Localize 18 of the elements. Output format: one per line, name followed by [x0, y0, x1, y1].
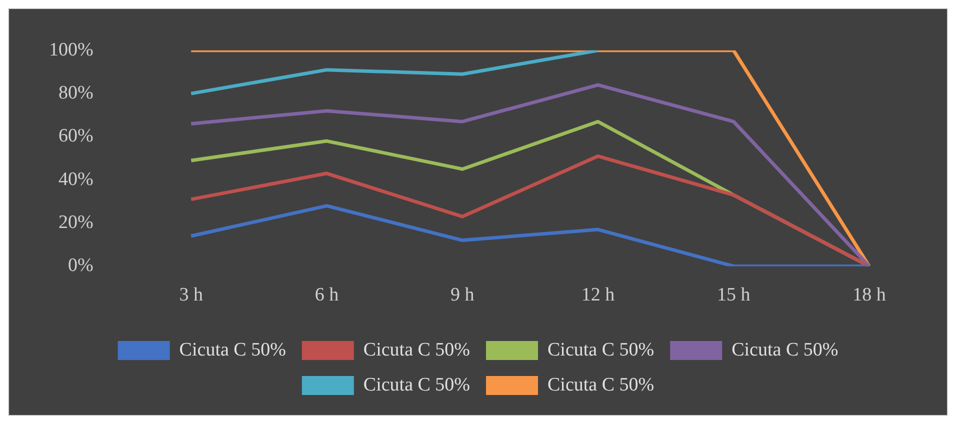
- x-tick-label: 9 h: [450, 284, 475, 306]
- x-tick-label: 3 h: [179, 284, 204, 306]
- y-tick-label: 100%: [49, 39, 94, 60]
- y-tick-label: 0%: [68, 255, 94, 276]
- x-tick-label: 12 h: [581, 284, 616, 306]
- y-tick-label: 20%: [58, 212, 94, 234]
- x-tick-label: 6 h: [314, 284, 340, 306]
- y-tick-label: 60%: [58, 126, 94, 147]
- legend-label: Cicuta C 50%: [732, 339, 838, 360]
- x-tick-label: 15 h: [716, 284, 751, 306]
- legend-label: Cicuta C 50%: [548, 374, 654, 396]
- y-tick-label: 80%: [58, 82, 94, 104]
- y-tick-label: 40%: [58, 168, 94, 190]
- x-tick-label: 18 h: [852, 284, 886, 306]
- legend-label: Cicuta C 50%: [179, 339, 286, 360]
- legend-label: Cicuta C 50%: [363, 374, 470, 396]
- legend-label: Cicuta C 50%: [548, 339, 654, 360]
- legend-label: Cicuta C 50%: [363, 339, 470, 360]
